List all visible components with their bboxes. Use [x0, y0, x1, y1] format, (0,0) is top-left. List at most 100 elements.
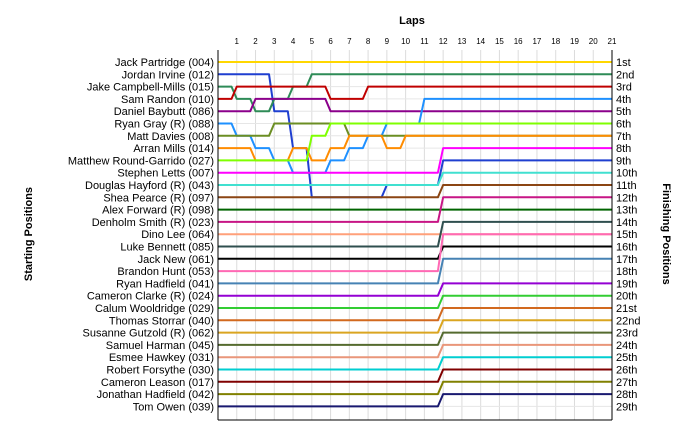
starting-position-label: Jack Partridge (004): [115, 57, 214, 69]
starting-position-label: Luke Bennett (085): [120, 242, 214, 254]
finishing-position-label: 22nd: [616, 315, 640, 327]
finishing-position-label: 3rd: [616, 82, 632, 94]
finishing-position-label: 25th: [616, 352, 637, 364]
starting-position-label: Brandon Hunt (053): [117, 266, 214, 278]
starting-position-label: Susanne Gutzold (R) (062): [83, 328, 214, 340]
finishing-position-label: 1st: [616, 57, 631, 69]
finishing-position-label: 13th: [616, 205, 637, 217]
starting-position-label: Dino Lee (064): [141, 229, 214, 241]
finishing-position-label: 15th: [616, 229, 637, 241]
series-line-25: [218, 343, 612, 359]
series-line-9: [218, 122, 612, 162]
starting-position-label: Daniel Baybutt (086): [114, 106, 214, 118]
finishing-position-label: 26th: [616, 365, 637, 377]
x-tick-label: 19: [570, 37, 579, 46]
x-tick-label: 13: [457, 37, 466, 46]
x-tick-label: 3: [272, 37, 277, 46]
finishing-position-label: 2nd: [616, 69, 634, 81]
starting-position-label: Cameron Clarke (R) (024): [87, 291, 214, 303]
series-line-17: [218, 245, 612, 260]
series-line-3: [218, 73, 612, 113]
starting-position-labels: Jack Partridge (004)Jordan Irvine (012)J…: [68, 57, 214, 413]
x-tick-label: 21: [608, 37, 617, 46]
series-line-21: [218, 294, 612, 309]
finishing-position-label: 27th: [616, 377, 637, 389]
finishing-position-label: 7th: [616, 131, 631, 143]
series-line-27: [218, 368, 612, 383]
starting-position-label: Tom Owen (039): [133, 401, 214, 413]
starting-position-label: Stephen Letts (007): [117, 168, 214, 180]
finishing-position-label: 14th: [616, 217, 637, 229]
finishing-position-label: 24th: [616, 340, 637, 352]
starting-position-label: Ryan Hadfield (041): [116, 278, 214, 290]
x-tick-label: 2: [253, 37, 258, 46]
finishing-position-label: 8th: [616, 143, 631, 155]
starting-position-label: Arran Mills (014): [133, 143, 214, 155]
series-line-4: [218, 85, 612, 100]
x-tick-label: 17: [532, 37, 541, 46]
x-tick-label: 15: [495, 37, 504, 46]
finishing-position-label: 9th: [616, 155, 631, 167]
x-tick-label: 18: [551, 37, 560, 46]
series-line-5: [218, 97, 612, 113]
finishing-position-label: 28th: [616, 389, 637, 401]
finishing-position-label: 6th: [616, 119, 631, 131]
series-lines: [218, 61, 612, 408]
finishing-position-label: 12th: [616, 192, 637, 204]
series-line-20: [218, 282, 612, 297]
series-line-16: [218, 220, 612, 248]
starting-position-label: Samuel Harman (045): [106, 340, 214, 352]
series-line-29: [218, 393, 612, 408]
series-line-7: [218, 122, 612, 137]
finishing-position-label: 23rd: [616, 328, 638, 340]
series-line-23: [218, 319, 612, 334]
series-line-12: [218, 184, 612, 199]
x-tick-label: 5: [310, 37, 315, 46]
starting-position-label: Cameron Leason (017): [101, 377, 214, 389]
finishing-position-label: 20th: [616, 291, 637, 303]
finishing-position-label: 17th: [616, 254, 637, 266]
x-tick-label: 7: [347, 37, 352, 46]
starting-position-label: Jake Campbell-Mills (015): [87, 82, 214, 94]
starting-position-label: Jonathan Hadfield (042): [97, 389, 214, 401]
finishing-position-labels: 1st2nd3rd4th5th6th7th8th9th10th11th12th1…: [616, 57, 640, 413]
series-line-18: [218, 233, 612, 273]
finishing-position-label: 4th: [616, 94, 631, 106]
starting-position-label: Jordan Irvine (012): [122, 69, 214, 81]
starting-position-label: Calum Wooldridge (029): [95, 303, 214, 315]
finishing-position-label: 21st: [616, 303, 637, 315]
starting-position-label: Jack New (061): [138, 254, 214, 266]
finishing-position-label: 19th: [616, 278, 637, 290]
series-line-22: [218, 307, 612, 322]
x-tick-label: 8: [366, 37, 371, 46]
x-tick-label: 4: [291, 37, 296, 46]
finishing-position-label: 18th: [616, 266, 637, 278]
finishing-position-label: 5th: [616, 106, 631, 118]
x-tick-label: 1: [235, 37, 240, 46]
x-tick-label: 10: [401, 37, 410, 46]
finishing-position-label: 10th: [616, 168, 637, 180]
starting-position-label: Matthew Round-Garrido (027): [68, 155, 214, 167]
series-line-26: [218, 356, 612, 371]
starting-position-label: Matt Davies (008): [127, 131, 214, 143]
x-tick-label: 9: [385, 37, 390, 46]
finishing-position-label: 29th: [616, 401, 637, 413]
x-tick-label: 11: [420, 37, 429, 46]
series-line-14: [218, 196, 612, 223]
x-axis-title: Laps: [399, 15, 425, 27]
series-line-24: [218, 331, 612, 346]
starting-position-label: Ryan Gray (R) (088): [114, 119, 214, 131]
finishing-position-label: 11th: [616, 180, 637, 192]
y-axis-right-title: Finishing Positions: [660, 183, 672, 284]
finishing-position-label: 16th: [616, 242, 637, 254]
starting-position-label: Robert Forsythe (030): [106, 365, 214, 377]
y-axis-left-title: Starting Positions: [23, 187, 35, 281]
x-tick-label: 14: [476, 37, 485, 46]
starting-position-label: Alex Forward (R) (098): [102, 205, 214, 217]
starting-position-label: Thomas Storrar (040): [109, 315, 214, 327]
plot-frame: [217, 50, 613, 421]
starting-position-label: Shea Pearce (R) (097): [103, 192, 214, 204]
series-line-28: [218, 380, 612, 396]
starting-position-label: Denholm Smith (R) (023): [92, 217, 214, 229]
